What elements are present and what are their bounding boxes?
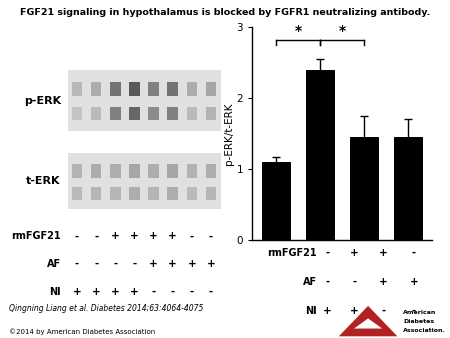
- Bar: [187, 107, 197, 120]
- Text: -: -: [94, 232, 98, 241]
- Y-axis label: p-ERK/t-ERK: p-ERK/t-ERK: [224, 102, 234, 165]
- Bar: [91, 187, 101, 200]
- Text: +: +: [111, 232, 120, 241]
- Text: +: +: [130, 232, 139, 241]
- Text: +: +: [130, 287, 139, 297]
- Text: -: -: [325, 276, 330, 287]
- Text: +: +: [323, 306, 332, 316]
- Text: -: -: [75, 259, 79, 269]
- Bar: [306, 70, 334, 240]
- Text: -: -: [75, 232, 79, 241]
- Text: AF: AF: [47, 259, 61, 269]
- Text: +: +: [379, 247, 388, 258]
- Bar: [68, 153, 220, 209]
- Text: -: -: [325, 247, 330, 258]
- Text: +: +: [188, 259, 196, 269]
- Text: -: -: [412, 306, 416, 316]
- Text: AF: AF: [303, 276, 317, 287]
- Bar: [68, 70, 220, 131]
- Text: *: *: [295, 24, 302, 38]
- Text: -: -: [190, 287, 194, 297]
- Text: +: +: [379, 276, 388, 287]
- Bar: [167, 82, 178, 96]
- Text: rmFGF21: rmFGF21: [11, 232, 61, 241]
- Bar: [110, 164, 121, 178]
- Bar: [91, 164, 101, 178]
- Text: rmFGF21: rmFGF21: [267, 247, 317, 258]
- Text: +: +: [168, 232, 177, 241]
- Text: +: +: [168, 259, 177, 269]
- Bar: [148, 82, 159, 96]
- Polygon shape: [339, 306, 397, 336]
- Text: -: -: [132, 259, 136, 269]
- Bar: [148, 107, 159, 120]
- Bar: [350, 137, 378, 240]
- Text: ©2014 by American Diabetes Association: ©2014 by American Diabetes Association: [9, 328, 155, 335]
- Text: -: -: [381, 306, 386, 316]
- Text: +: +: [149, 259, 158, 269]
- Text: +: +: [111, 287, 120, 297]
- Bar: [148, 187, 159, 200]
- Text: +: +: [350, 306, 359, 316]
- Bar: [167, 187, 178, 200]
- Text: +: +: [410, 276, 418, 287]
- Bar: [206, 187, 216, 200]
- Text: -: -: [352, 276, 357, 287]
- Text: +: +: [149, 232, 158, 241]
- Text: -: -: [171, 287, 175, 297]
- Bar: [129, 164, 140, 178]
- Text: Association.: Association.: [403, 329, 446, 333]
- Bar: [129, 107, 140, 120]
- Text: +: +: [207, 259, 215, 269]
- Bar: [206, 164, 216, 178]
- Bar: [91, 107, 101, 120]
- Text: +: +: [350, 247, 359, 258]
- Text: -: -: [113, 259, 117, 269]
- Text: FGF21 signaling in hypothalamus is blocked by FGFR1 neutralizing antibody.: FGF21 signaling in hypothalamus is block…: [20, 8, 430, 18]
- Text: -: -: [190, 232, 194, 241]
- Bar: [262, 162, 290, 240]
- Bar: [167, 107, 178, 120]
- Bar: [110, 187, 121, 200]
- Text: -: -: [152, 287, 156, 297]
- Bar: [167, 164, 178, 178]
- Text: Qingning Liang et al. Diabetes 2014;63:4064-4075: Qingning Liang et al. Diabetes 2014;63:4…: [9, 304, 203, 313]
- Bar: [110, 107, 121, 120]
- Text: NI: NI: [305, 306, 317, 316]
- Bar: [206, 107, 216, 120]
- Text: -: -: [94, 259, 98, 269]
- Text: t-ERK: t-ERK: [26, 176, 61, 186]
- Bar: [129, 82, 140, 96]
- Bar: [72, 82, 82, 96]
- Text: +: +: [73, 287, 81, 297]
- Text: -: -: [209, 232, 213, 241]
- Text: p-ERK: p-ERK: [24, 96, 61, 106]
- Text: -: -: [412, 247, 416, 258]
- Text: American: American: [403, 310, 436, 315]
- Bar: [91, 82, 101, 96]
- Bar: [110, 82, 121, 96]
- Text: +: +: [92, 287, 100, 297]
- Text: -: -: [209, 287, 213, 297]
- Bar: [187, 187, 197, 200]
- Bar: [72, 164, 82, 178]
- Bar: [187, 82, 197, 96]
- Bar: [72, 187, 82, 200]
- Bar: [394, 137, 422, 240]
- Bar: [129, 187, 140, 200]
- Bar: [72, 107, 82, 120]
- Text: *: *: [338, 24, 346, 38]
- Polygon shape: [354, 318, 382, 329]
- Bar: [148, 164, 159, 178]
- Text: Diabetes: Diabetes: [403, 319, 434, 324]
- Bar: [187, 164, 197, 178]
- Bar: [206, 82, 216, 96]
- Text: NI: NI: [49, 287, 61, 297]
